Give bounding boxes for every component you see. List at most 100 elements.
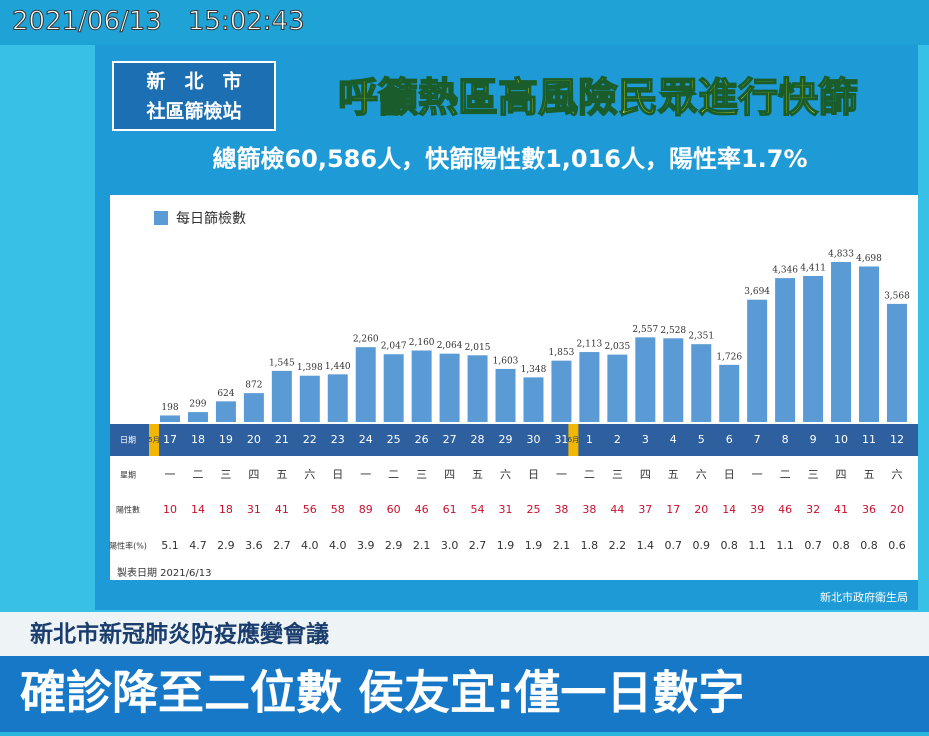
station-box [112,61,276,131]
month-cell [568,424,579,456]
row-label: 陽性數 [116,505,140,515]
date-label: 31 [554,433,568,446]
weekday: 二 [192,468,203,481]
positive-rate: 2.9 [385,539,403,552]
bar [886,303,907,422]
positive-count: 10 [163,503,177,516]
bar [859,266,879,422]
date-label: 30 [526,433,540,446]
weekday: 日 [528,468,539,481]
bar [523,377,544,422]
positive-rate: 0.8 [832,539,850,552]
weekday: 一 [556,468,567,481]
date-label: 10 [834,433,848,446]
caption: 新北市新冠肺炎防疫應變會議 [30,621,329,648]
weekday: 五 [276,468,287,481]
positive-rate: 2.1 [413,539,431,552]
positive-count: 38 [582,503,596,516]
date-label: 20 [247,433,261,446]
positive-count: 37 [638,503,652,516]
positive-rate: 0.8 [860,539,878,552]
bar [635,337,656,422]
positive-rate: 3.0 [441,539,459,552]
positive-count: 36 [862,503,876,516]
month-label: 6月 [568,436,579,444]
date-label: 3 [642,433,649,446]
bar [160,415,180,422]
date-label: 6 [726,433,733,446]
legend-label: 每日篩檢數 [176,210,246,227]
positive-rate: 0.6 [888,539,906,552]
positive-count: 31 [499,503,513,516]
value-label: 2,351 [688,332,714,342]
positive-rate: 2.9 [217,539,235,552]
row-label: 星期 [120,471,136,480]
top-band [0,0,929,45]
positive-rate: 1.9 [497,539,515,552]
value-label: 624 [217,389,234,399]
positive-count: 44 [610,503,624,516]
positive-count: 41 [275,503,289,516]
positive-count: 41 [834,503,848,516]
row-label: 日期 [120,436,136,445]
value-label: 2,047 [381,342,407,352]
headline-strip [0,656,929,732]
date-label: 17 [163,433,177,446]
bar [215,401,236,422]
bar [271,370,292,422]
value-label: 1,726 [716,352,742,362]
date-label: 19 [219,433,233,446]
positive-rate: 3.9 [357,539,375,552]
weekday: 一 [165,468,176,481]
date-label: 8 [782,433,789,446]
value-label: 2,064 [437,341,463,351]
bar [607,354,628,422]
date-label: 25 [387,433,401,446]
value-label: 2,113 [577,340,603,350]
positive-count: 17 [666,503,680,516]
positive-rate: 2.7 [273,539,291,552]
bar [355,347,376,422]
weekday: 四 [836,468,847,481]
positive-rate: 0.7 [665,539,683,552]
value-label: 3,694 [744,287,770,297]
value-label: 4,833 [828,250,854,260]
positive-count: 46 [778,503,792,516]
value-label: 872 [245,381,262,391]
positive-count: 61 [443,503,457,516]
positive-rate: 4.0 [329,539,347,552]
positive-count: 89 [359,503,373,516]
positive-count: 32 [806,503,820,516]
value-label: 4,411 [800,263,826,273]
weekday: 六 [696,468,707,481]
positive-count: 60 [387,503,401,516]
date-label: 5 [698,433,705,446]
date-label: 11 [862,433,876,446]
bar [775,278,796,422]
weekday: 三 [808,468,819,481]
positive-count: 39 [750,503,764,516]
month-label: 5月 [148,436,159,444]
date-row [110,424,918,456]
positive-count: 58 [331,503,345,516]
timestamp: 2021/06/13 15:02:43 [12,7,305,37]
positive-count: 54 [471,503,485,516]
bar [243,393,264,422]
weekday: 六 [891,468,902,481]
positive-count: 20 [694,503,708,516]
bar [579,352,600,422]
positive-count: 56 [303,503,317,516]
weekday: 五 [864,468,875,481]
value-label: 2,015 [465,343,491,353]
positive-count: 46 [415,503,429,516]
positive-count: 31 [247,503,261,516]
value-label: 3,568 [884,291,910,301]
positive-rate: 2.7 [469,539,487,552]
station-line: 社區篩檢站 [145,100,241,123]
bar [663,338,684,422]
positive-rate: 0.8 [720,539,738,552]
bar [495,368,516,422]
date-label: 2 [614,433,621,446]
